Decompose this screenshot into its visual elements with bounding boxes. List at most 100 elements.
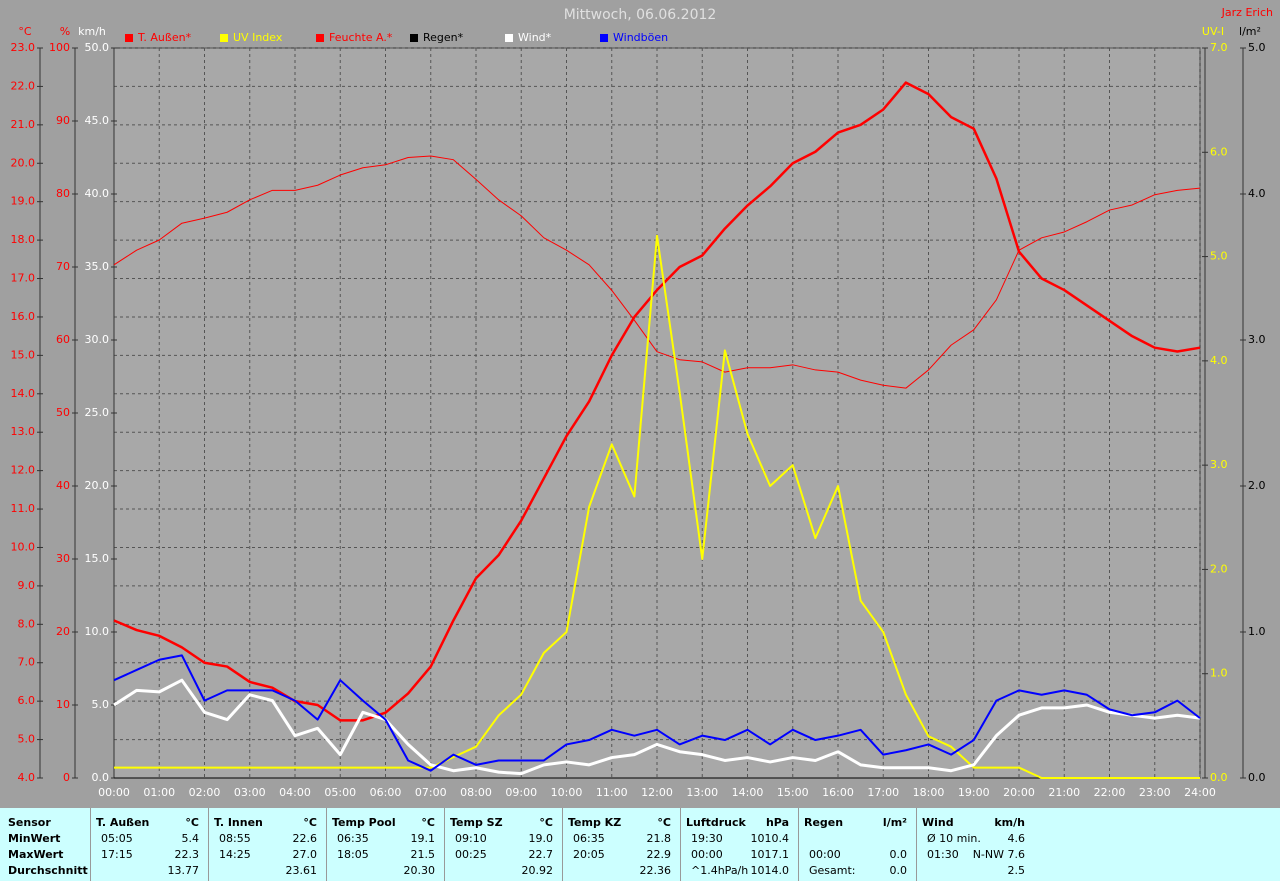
y-tick-label: 45.0 [85,114,110,127]
stat-value: 5.4 [181,832,200,845]
x-tick-label: 05:00 [324,786,356,799]
stat-block: Temp SZ °C 09:10 19.0 00:25 22.7 20.92 [444,808,561,881]
stat-time: Gesamt: [809,864,856,877]
x-tick-label: 24:00 [1184,786,1216,799]
y-tick-label: 15.0 [11,348,36,361]
block-name: Wind [922,816,954,829]
y-tick-label: 50 [56,406,70,419]
y-tick-label: 1.0 [1210,667,1228,680]
y-tick-label: 7.0 [18,656,36,669]
stat-block: Regen l/m² 00:00 0.0 Gesamt: 0.0 [798,808,915,881]
block-unit: °C [657,816,671,829]
legend-swatch [410,34,418,42]
y-tick-label: 10.0 [11,540,36,553]
x-tick-label: 23:00 [1139,786,1171,799]
block-name: Temp KZ [568,816,622,829]
row-label: Durchschnitt [8,864,88,877]
series-line [113,654,1201,772]
stat-value: 21.5 [410,848,436,861]
stat-value: 21.8 [646,832,672,845]
stat-value: N-NW 7.6 [972,848,1025,861]
legend-swatch [316,34,324,42]
y-tick-label: 5.0 [1210,250,1228,263]
x-tick-label: 01:00 [143,786,175,799]
block-unit: °C [303,816,317,829]
stat-value: 20.30 [403,864,436,877]
stat-value: 1017.1 [750,848,790,861]
y-tick-label: 3.0 [1248,333,1266,346]
y-tick-label: 5.0 [92,698,110,711]
block-unit: km/h [994,816,1025,829]
y-tick-label: 25.0 [85,406,110,419]
y-tick-label: 0.0 [92,771,110,784]
y-tick-label: 6.0 [18,694,36,707]
y-tick-label: 40.0 [85,187,110,200]
stat-value: 22.9 [646,848,672,861]
stat-block: Temp Pool °C 06:35 19.1 18:05 21.5 20.30 [326,808,443,881]
stat-value: 4.6 [1007,832,1026,845]
y-tick-label: 16.0 [11,310,36,323]
x-tick-label: 11:00 [596,786,628,799]
stat-time: 00:25 [455,848,487,861]
x-tick-label: 08:00 [460,786,492,799]
block-unit: °C [539,816,553,829]
y-tick-label: 100 [49,41,70,54]
block-name: T. Innen [214,816,263,829]
y-tick-label: 5.0 [18,733,36,746]
axis-label: % [60,25,70,38]
block-name: Temp Pool [332,816,396,829]
legend-swatch [125,34,133,42]
series-line [114,234,1200,779]
y-tick-label: 4.0 [1248,187,1266,200]
y-tick-label: 14.0 [11,387,36,400]
block-unit: °C [185,816,199,829]
stat-value: 13.77 [167,864,200,877]
axis-label: l/m² [1239,25,1261,38]
axis-label: °C [18,25,32,38]
x-tick-label: 12:00 [641,786,673,799]
x-tick-label: 19:00 [958,786,990,799]
stat-value: 22.3 [174,848,200,861]
y-tick-label: 0.0 [1210,771,1228,784]
stat-time: 08:55 [219,832,251,845]
stat-value: 22.36 [639,864,672,877]
x-tick-label: 22:00 [1094,786,1126,799]
legend-label: T. Außen* [137,31,192,44]
stat-time: 06:35 [573,832,605,845]
stat-value: 19.1 [410,832,436,845]
y-tick-label: 12.0 [11,464,36,477]
y-tick-label: 5.0 [1248,41,1266,54]
credit: Jarz Erich [1221,6,1273,19]
y-tick-label: 10.0 [85,625,110,638]
chart: Mittwoch, 06.06.2012 Jarz Erich 00:00 01:… [11,6,1274,799]
y-tick-label: 90 [56,114,70,127]
stat-value: 1010.4 [750,832,790,845]
row-label: MinWert [8,832,61,845]
chart-title: Mittwoch, 06.06.2012 [564,7,717,23]
stat-time: 01:30 [927,848,959,861]
x-tick-label: 07:00 [415,786,447,799]
y-tick-label: 50.0 [85,41,110,54]
x-tick-label: 00:00 [98,786,130,799]
stat-time: 17:15 [101,848,133,861]
y-tick-label: 30 [56,552,70,565]
x-tick-label: 17:00 [867,786,899,799]
stat-value: 1014.0 [750,864,790,877]
y-tick-label: 40 [56,479,70,492]
stat-value: 27.0 [292,848,318,861]
stat-value: 0.0 [889,864,908,877]
y-tick-label: 7.0 [1210,41,1228,54]
stat-block: Luftdruck hPa 19:30 1010.4 00:00 1017.1 ^1.4hP… [680,808,797,881]
block-name: Luftdruck [686,816,746,829]
stat-block: Wind km/h Ø 10 min. 4.6 01:30 N-NW 7.6 2.5 [916,808,1033,881]
y-tick-label: 17.0 [11,272,36,285]
row-label: Sensor [8,816,51,829]
y-tick-label: 15.0 [85,552,110,565]
stat-block: Temp KZ °C 06:35 21.8 20:05 22.9 22.36 [562,808,679,881]
y-tick-label: 60 [56,333,70,346]
y-tick-label: 2.0 [1248,479,1266,492]
x-tick-label: 15:00 [777,786,809,799]
axis-label: km/h [78,25,106,38]
stat-time: 19:30 [691,832,723,845]
